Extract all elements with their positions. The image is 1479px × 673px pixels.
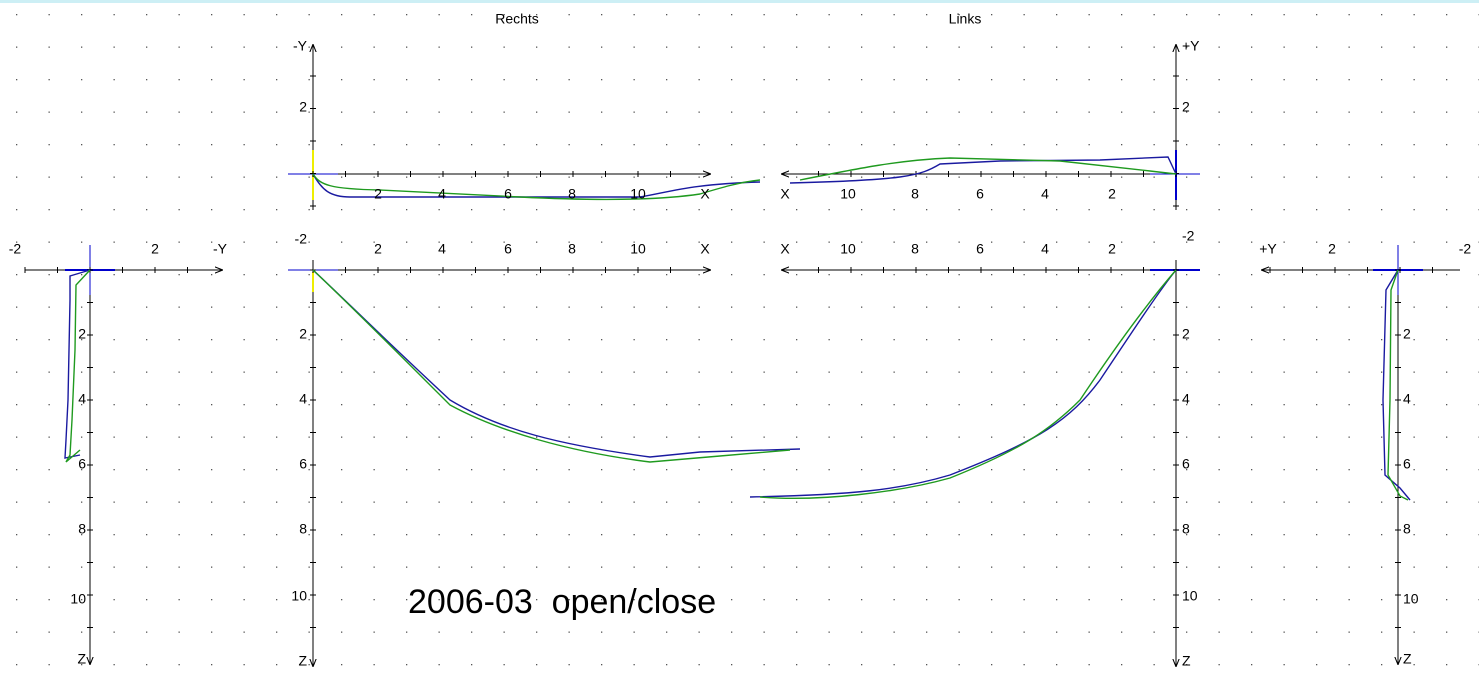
axis-label: 8: [911, 186, 919, 202]
axis-label: 8: [911, 241, 919, 257]
axis-label: 4: [299, 391, 307, 407]
axis-label: 6: [504, 241, 512, 257]
axis-label: 8: [78, 521, 86, 537]
tracings: [64, 156, 1411, 501]
axis-label: 4: [1182, 391, 1190, 407]
axis-label: 2: [78, 326, 86, 342]
panel-title: Rechts: [495, 11, 539, 27]
axis-label: +Y: [1182, 38, 1200, 54]
axis-label: -Y: [213, 241, 228, 257]
axis-label: 10: [630, 241, 646, 257]
tick-marks: [24, 75, 1433, 628]
axis-label: X: [780, 186, 790, 202]
axis-label: 4: [1041, 241, 1049, 257]
axis-label: X: [700, 186, 710, 202]
axis-label: 6: [504, 186, 512, 202]
axis-label: 2: [1403, 326, 1411, 342]
axis-label: Z: [1182, 653, 1191, 669]
axis-label: Z: [1403, 651, 1412, 667]
axis-label: 2: [1182, 326, 1190, 342]
axis-label: 4: [1041, 186, 1049, 202]
axis-label: 2: [374, 241, 382, 257]
axis-labels: -2 2 -Y 2 4 6 8 10 Z -Y 2 -2 +Y 2 -2 2 4 6 8 10 X X 10 8 6 4 2 2 4 6 8…: [9, 38, 1472, 669]
axis-label: X: [700, 241, 710, 257]
axis-label: 6: [976, 241, 984, 257]
axis-label: 2: [299, 326, 307, 342]
axis-label: 4: [78, 391, 86, 407]
axis-label: -2: [295, 231, 308, 247]
axis-label: -2: [1459, 241, 1472, 257]
axis-label: 6: [78, 456, 86, 472]
axis-label: 8: [299, 521, 307, 537]
dot-grid: [0, 4, 1479, 673]
axis-label: 10: [630, 186, 646, 202]
axis-label: 2: [299, 99, 307, 115]
axis-label: 6: [1403, 456, 1411, 472]
axis-label: 2: [1328, 241, 1336, 257]
axis-label: -2: [1182, 228, 1195, 244]
axis-label: 2: [374, 186, 382, 202]
axis-label: 2: [1108, 186, 1116, 202]
axis-label: 10: [1182, 588, 1198, 604]
axis-label: Z: [77, 651, 86, 667]
axis-label: 10: [291, 588, 307, 604]
axis-label: 2: [1108, 241, 1116, 257]
axis-label: X: [780, 241, 790, 257]
axis-label: -Y: [293, 38, 308, 54]
axis-label: 10: [1403, 591, 1419, 607]
axis-label: 8: [1182, 521, 1190, 537]
axis-label: 4: [438, 241, 446, 257]
axis-label: 6: [299, 456, 307, 472]
axis-label: 6: [976, 186, 984, 202]
axis-label: 4: [438, 186, 446, 202]
axis-label: 10: [70, 591, 86, 607]
top-border: [0, 0, 1479, 3]
axis-label: 10: [840, 186, 856, 202]
annotation: 2006-03 open/close: [408, 583, 716, 621]
axis-label: Z: [298, 653, 307, 669]
axis-label: 2: [151, 241, 159, 257]
axis-label: 8: [1403, 521, 1411, 537]
axis-label: 2: [1182, 99, 1190, 115]
axis-label: 4: [1403, 391, 1411, 407]
axis-label: +Y: [1259, 241, 1277, 257]
axis-label: 10: [840, 241, 856, 257]
axis-label: 6: [1182, 456, 1190, 472]
axis-label: -2: [9, 241, 22, 257]
axis-label: 8: [568, 241, 576, 257]
panel-title: Links: [949, 11, 982, 27]
axis-label: 8: [568, 186, 576, 202]
